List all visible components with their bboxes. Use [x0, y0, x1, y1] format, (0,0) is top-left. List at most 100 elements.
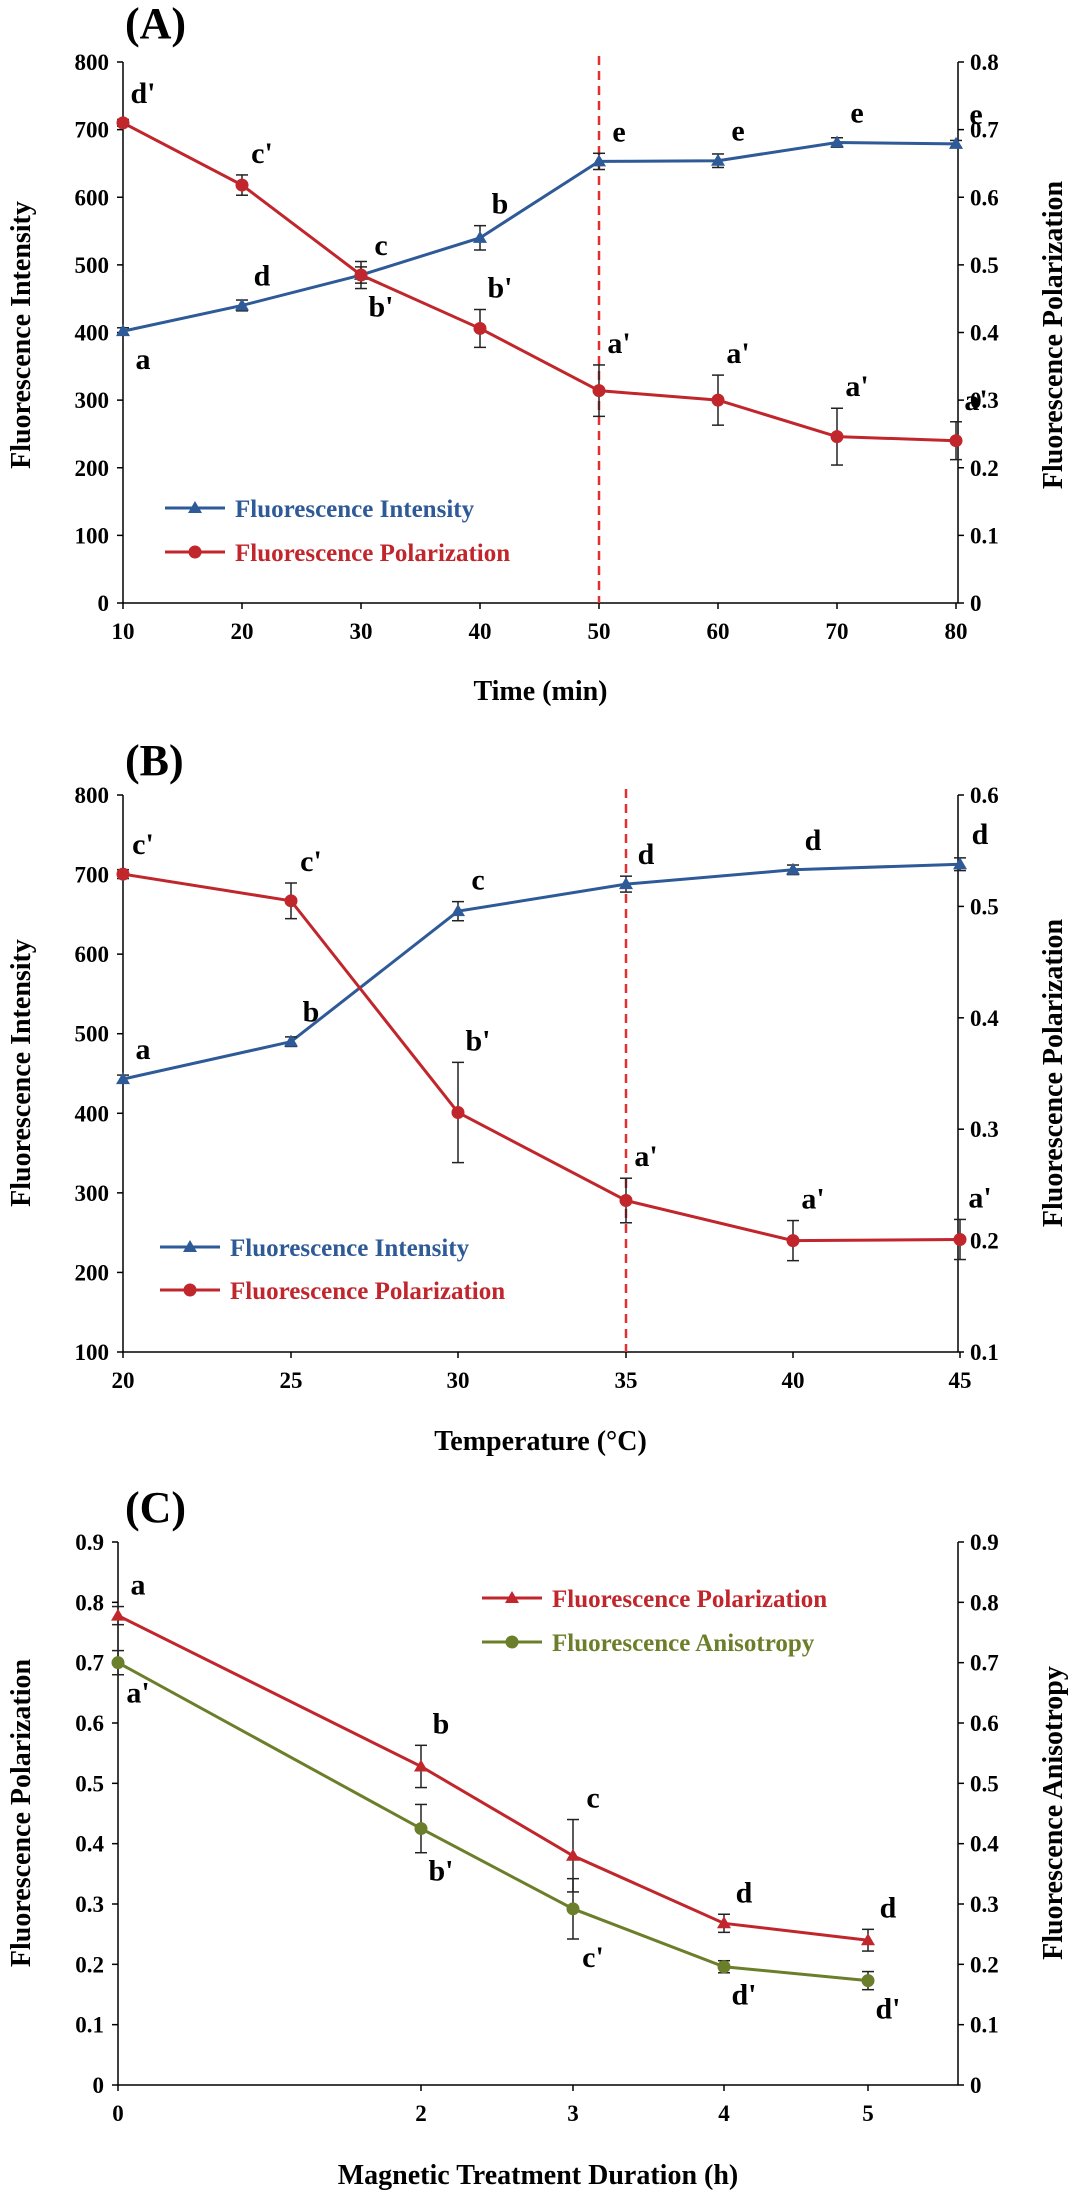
y-right-tick-label: 0.8 — [970, 1590, 999, 1615]
series-fluorescence-anisotropy: a' b' c' d' d' Fluorescence Anisotropy — [111, 1630, 901, 2026]
y-left-tick-label: 200 — [75, 456, 110, 481]
y-left-tick-label: 0.6 — [75, 1711, 104, 1736]
legend-label: Fluorescence Anisotropy — [552, 1630, 815, 1657]
series-fluorescence-polarization: a b c d d Fluorescence Polarization — [111, 1569, 897, 1952]
significance-label: e — [612, 115, 625, 148]
y-left-tick-label: 0.9 — [75, 1530, 104, 1555]
data-point-triangle — [566, 1848, 580, 1861]
significance-label: a' — [801, 1183, 824, 1216]
y-left-tick-label: 800 — [75, 50, 110, 75]
y-left-tick-label: 800 — [75, 783, 110, 808]
significance-label: b' — [465, 1024, 490, 1057]
y-left-tick-label: 500 — [75, 1022, 110, 1047]
y-left-tick-label: 100 — [75, 523, 110, 548]
significance-label: a — [131, 1569, 146, 1602]
data-point-circle — [830, 430, 844, 444]
x-tick-label: 70 — [826, 619, 849, 644]
y-left-tick-label: 300 — [75, 1181, 110, 1206]
y-left-tick-label: 0 — [98, 591, 110, 616]
y-left-tick-label: 0.5 — [75, 1771, 104, 1796]
series-line — [122, 872, 961, 1243]
x-tick-label: 50 — [588, 619, 611, 644]
significance-label: e — [731, 115, 744, 148]
series-fluorescence-intensity: a b c d d d Fluorescence Intensity — [116, 818, 989, 1262]
x-tick-label: 80 — [945, 619, 968, 644]
legend-label: Fluorescence Polarization — [552, 1586, 827, 1613]
data-point-triangle — [717, 1916, 731, 1929]
significance-label: d — [880, 1891, 897, 1924]
data-point-circle — [953, 1232, 967, 1246]
data-point-triangle — [619, 877, 633, 890]
data-point-circle — [566, 1902, 580, 1916]
y-left-axis-title: Fluorescence Intensity — [6, 201, 37, 469]
data-point-circle — [111, 1656, 125, 1670]
significance-label: b' — [428, 1855, 453, 1888]
y-left-tick-label: 500 — [75, 253, 110, 278]
y-right-tick-label: 0.6 — [970, 783, 999, 808]
y-right-tick-label: 0.2 — [970, 456, 999, 481]
y-right-tick-label: 0.3 — [970, 388, 999, 413]
y-right-tick-label: 0.2 — [970, 1229, 999, 1254]
legend-label: Fluorescence Intensity — [230, 1235, 470, 1262]
y-right-axis-title: Fluorescence Polarization — [1038, 180, 1069, 489]
legend-label: Fluorescence Polarization — [230, 1278, 505, 1305]
data-point-triangle — [953, 857, 967, 870]
significance-label: d' — [875, 1993, 900, 2026]
data-point-triangle — [949, 136, 963, 149]
y-left-tick-label: 400 — [75, 321, 110, 346]
data-point-circle — [473, 321, 487, 335]
legend-label: Fluorescence Intensity — [235, 496, 475, 523]
significance-label: a — [136, 343, 151, 376]
significance-label: b — [492, 188, 509, 221]
data-point-circle — [717, 1960, 731, 1974]
y-right-tick-label: 0 — [970, 2073, 982, 2098]
y-left-tick-label: 0.3 — [75, 1892, 104, 1917]
x-tick-label: 5 — [862, 2101, 874, 2126]
y-right-tick-label: 0.2 — [970, 1952, 999, 1977]
series-line — [122, 140, 957, 333]
data-point-triangle — [116, 1072, 130, 1085]
significance-label: c — [471, 864, 484, 897]
significance-label: b' — [368, 291, 393, 324]
x-tick-label: 0 — [112, 2101, 124, 2126]
data-point-circle — [354, 268, 368, 282]
significance-label: e — [969, 98, 982, 131]
y-right-axis-title: Fluorescence Polarization — [1038, 918, 1069, 1227]
x-axis-title: Temperature (°C) — [434, 1426, 647, 1457]
data-point-circle — [711, 393, 725, 407]
significance-label: d' — [130, 77, 155, 110]
data-point-circle — [949, 434, 963, 448]
y-right-tick-label: 0.5 — [970, 894, 999, 919]
x-axis-title: Magnetic Treatment Duration (h) — [338, 2160, 739, 2191]
legend-marker-circle — [188, 545, 202, 559]
significance-label: c — [374, 229, 387, 262]
data-point-triangle — [284, 1034, 298, 1047]
data-point-triangle — [830, 135, 844, 148]
data-point-triangle — [414, 1759, 428, 1772]
x-tick-label: 3 — [567, 2101, 579, 2126]
y-left-tick-label: 0.1 — [75, 2013, 104, 2038]
data-point-triangle — [592, 154, 606, 167]
y-left-axis-title: Fluorescence Intensity — [6, 939, 37, 1207]
y-right-tick-label: 0.3 — [970, 1117, 999, 1142]
y-left-tick-label: 200 — [75, 1260, 110, 1285]
y-left-tick-label: 0.8 — [75, 1590, 104, 1615]
y-right-axis-title: Fluorescence Anisotropy — [1038, 1666, 1069, 1960]
panel-label: (B) — [125, 736, 184, 785]
legend-label: Fluorescence Polarization — [235, 540, 510, 567]
legend-marker-triangle — [188, 501, 202, 513]
data-point-circle — [619, 1193, 633, 1207]
data-point-triangle — [786, 862, 800, 875]
y-left-tick-label: 100 — [75, 1340, 110, 1365]
significance-label: e — [850, 96, 863, 129]
x-tick-label: 35 — [615, 1368, 638, 1393]
data-point-circle — [235, 178, 249, 192]
significance-label: b' — [487, 272, 512, 305]
y-right-tick-label: 0.4 — [970, 321, 999, 346]
x-tick-label: 2 — [415, 2101, 427, 2126]
y-right-tick-label: 0 — [970, 591, 982, 616]
y-left-tick-label: 0 — [93, 2073, 105, 2098]
data-point-circle — [284, 894, 298, 908]
x-tick-label: 20 — [112, 1368, 135, 1393]
significance-label: c' — [132, 828, 154, 861]
